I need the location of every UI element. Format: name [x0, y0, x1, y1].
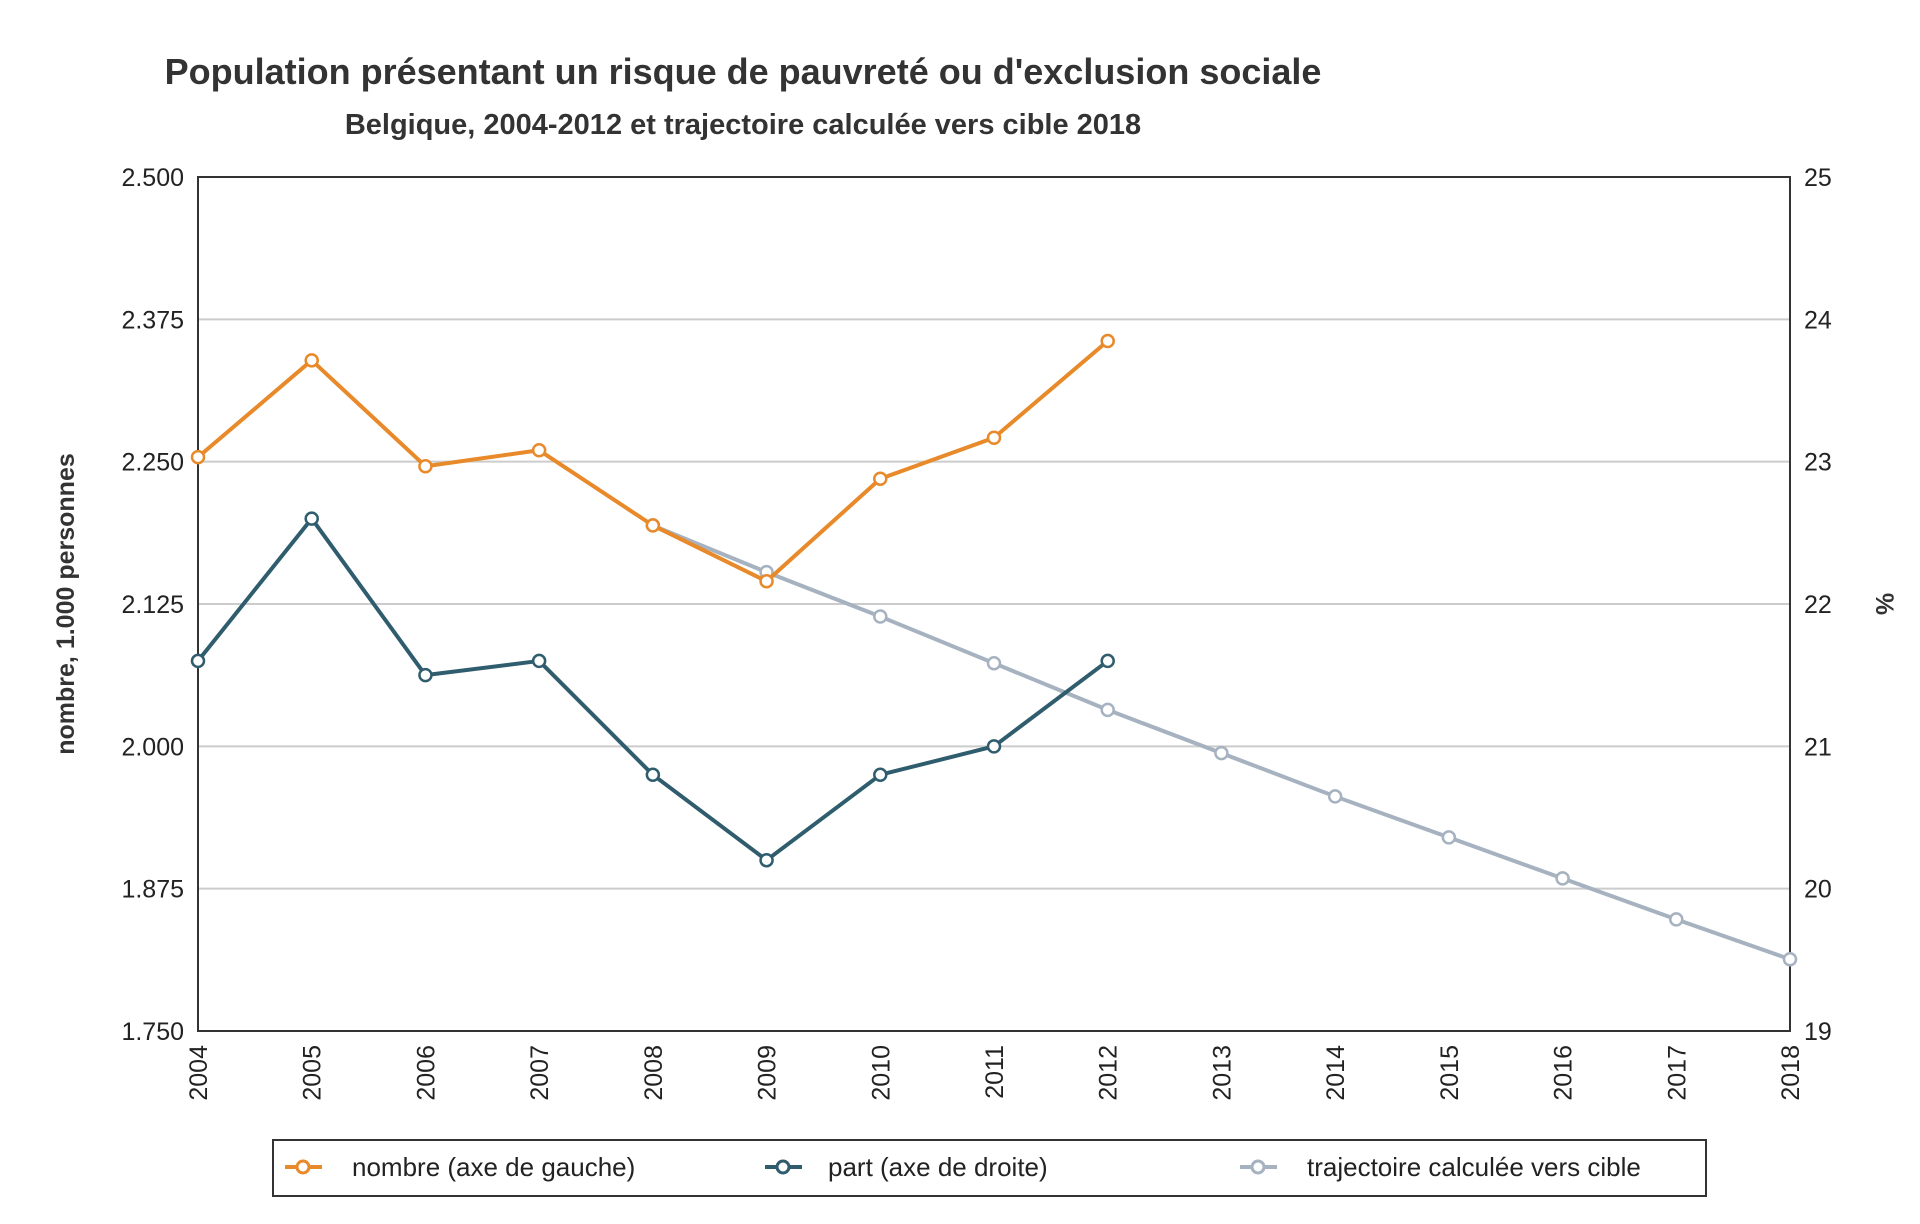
data-point	[645, 767, 661, 783]
x-tick-label: 2007	[526, 1045, 554, 1101]
legend-item-trajectoire: trajectoire calculée vers cible	[1240, 1152, 1641, 1182]
x-tick-label: 2006	[412, 1045, 440, 1101]
right-tick-label: 22	[1804, 591, 1832, 619]
gridlines	[198, 318, 1790, 890]
data-point	[418, 458, 433, 474]
data-point	[873, 471, 888, 486]
right-axis-ticks: 19 20 21 22 23 24 25	[1804, 164, 1832, 1046]
legend-label-nombre: nombre (axe de gauche)	[352, 1152, 635, 1182]
data-point	[1555, 871, 1570, 886]
data-point	[986, 655, 1002, 671]
data-point	[190, 653, 206, 669]
data-point	[531, 653, 547, 669]
x-tick-label: 2015	[1436, 1045, 1464, 1101]
data-point	[986, 739, 1002, 754]
series-layer	[190, 333, 1798, 967]
left-tick-label: 2.500	[121, 164, 184, 192]
left-tick-label: 2.000	[121, 733, 184, 761]
x-tick-label: 2004	[185, 1045, 213, 1101]
x-tick-label: 2012	[1095, 1045, 1123, 1101]
chart-title: Population présentant un risque de pauvr…	[165, 51, 1322, 92]
left-tick-label: 2.125	[121, 591, 184, 619]
left-axis-ticks: 1.750 1.875 2.000 2.125 2.250 2.375 2.500	[121, 164, 184, 1046]
right-tick-label: 19	[1804, 1018, 1832, 1046]
x-tick-label: 2017	[1663, 1045, 1691, 1101]
legend-label-trajectoire: trajectoire calculée vers cible	[1307, 1152, 1641, 1182]
series-line	[652, 523, 1791, 962]
data-point	[1100, 333, 1115, 349]
data-point	[759, 573, 774, 589]
right-tick-label: 21	[1804, 733, 1832, 761]
data-point	[986, 430, 1002, 446]
series-2	[645, 518, 1798, 967]
x-tick-label: 2005	[299, 1045, 327, 1101]
data-point	[1441, 830, 1457, 845]
legend-item-nombre: nombre (axe de gauche)	[285, 1152, 635, 1182]
right-tick-label: 20	[1804, 876, 1832, 904]
data-point	[1100, 653, 1115, 669]
right-axis-title: %	[1870, 593, 1898, 615]
x-tick-label: 2018	[1777, 1045, 1805, 1101]
x-tick-label: 2013	[1208, 1045, 1236, 1101]
x-axis-ticks: 2004 2005 2006 2007 2008 2009 2010 2011 2012 2013…	[185, 1045, 1805, 1101]
legend-box	[272, 1139, 1707, 1197]
data-point	[1214, 745, 1229, 761]
right-tick-label: 25	[1804, 164, 1832, 192]
x-tick-label: 2010	[867, 1045, 895, 1101]
data-point	[873, 767, 888, 783]
x-tick-label: 2009	[754, 1045, 782, 1101]
data-point	[190, 449, 206, 465]
data-point	[873, 609, 888, 624]
left-tick-label: 2.250	[121, 449, 184, 477]
series-line	[196, 516, 1109, 863]
data-point	[304, 353, 319, 368]
x-tick-label: 2016	[1550, 1045, 1578, 1101]
plot-area-frame	[197, 176, 1791, 1032]
data-point	[418, 667, 433, 683]
left-tick-label: 1.750	[121, 1018, 184, 1046]
left-tick-label: 2.375	[121, 306, 184, 334]
x-tick-label: 2011	[981, 1045, 1009, 1099]
data-point	[304, 511, 319, 526]
right-tick-label: 24	[1804, 306, 1832, 334]
legend-marker-trajectoire	[1250, 1159, 1266, 1175]
chart-subtitle: Belgique, 2004-2012 et trajectoire calcu…	[345, 109, 1141, 141]
x-tick-label: 2014	[1322, 1045, 1350, 1101]
legend-marker-nombre	[295, 1159, 311, 1175]
legend-label-part: part (axe de droite)	[828, 1152, 1048, 1182]
data-point	[1669, 912, 1684, 927]
data-point	[1327, 789, 1343, 804]
legend-item-part: part (axe de droite)	[765, 1152, 1048, 1182]
data-point	[645, 518, 661, 533]
x-tick-label: 2008	[640, 1045, 668, 1101]
left-axis-title: nombre, 1.000 personnes	[52, 453, 80, 755]
data-point	[1100, 702, 1115, 718]
legend: nombre (axe de gauche) part (axe de droi…	[272, 1139, 1707, 1197]
series-0	[190, 333, 1115, 589]
series-1	[190, 511, 1115, 868]
legend-marker-part	[775, 1159, 791, 1175]
data-point	[1782, 952, 1798, 967]
right-tick-label: 23	[1804, 449, 1832, 477]
data-point	[759, 852, 774, 868]
left-tick-label: 1.875	[121, 876, 184, 904]
data-point	[531, 443, 547, 458]
